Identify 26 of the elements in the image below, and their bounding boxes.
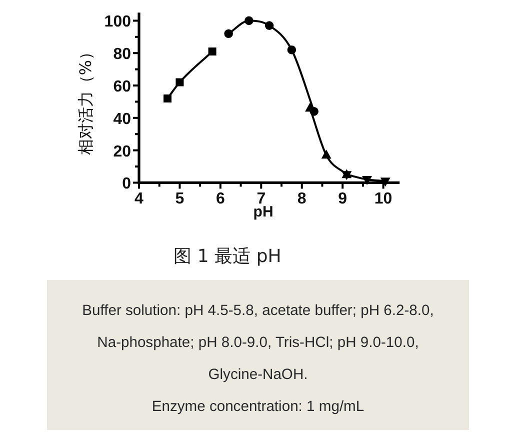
x-tick-label: 4 (134, 190, 144, 208)
y-tick-label: 40 (113, 110, 132, 128)
y-tick-label: 100 (104, 14, 132, 31)
point (321, 150, 332, 159)
point (164, 94, 172, 102)
point (224, 29, 233, 38)
y-tick-label: 80 (113, 46, 132, 64)
x-tick-label: 8 (297, 190, 306, 208)
point (176, 78, 184, 86)
point (244, 16, 254, 26)
text: Buffer solution: pH 4.5-5.8, acetate buffer; pH 6.2-8.0, Na-phosphate; pH 8.0-9.0, Tris-HCl; pH 9.0-10.0, Glycine-NaOH. (82, 303, 434, 383)
y-axis-title: 相对活力（%） (76, 44, 95, 156)
point (287, 45, 296, 54)
text: Enzyme concentration: 1 mg/mL (152, 399, 364, 415)
y-tick-label: 60 (113, 78, 132, 96)
point (362, 176, 372, 185)
x-tick-label: 5 (175, 190, 184, 208)
x-tick-label: 6 (216, 190, 225, 208)
x-axis-title: pH (253, 204, 274, 221)
y-tick-label: 0 (122, 176, 132, 193)
x-tick-label: 9 (338, 190, 348, 208)
point (208, 47, 216, 56)
caption: 图 1 最适 pH (172, 245, 282, 268)
y-tick-label: 20 (113, 143, 132, 160)
point (264, 21, 274, 30)
x-tick-label: 10 (374, 190, 392, 208)
